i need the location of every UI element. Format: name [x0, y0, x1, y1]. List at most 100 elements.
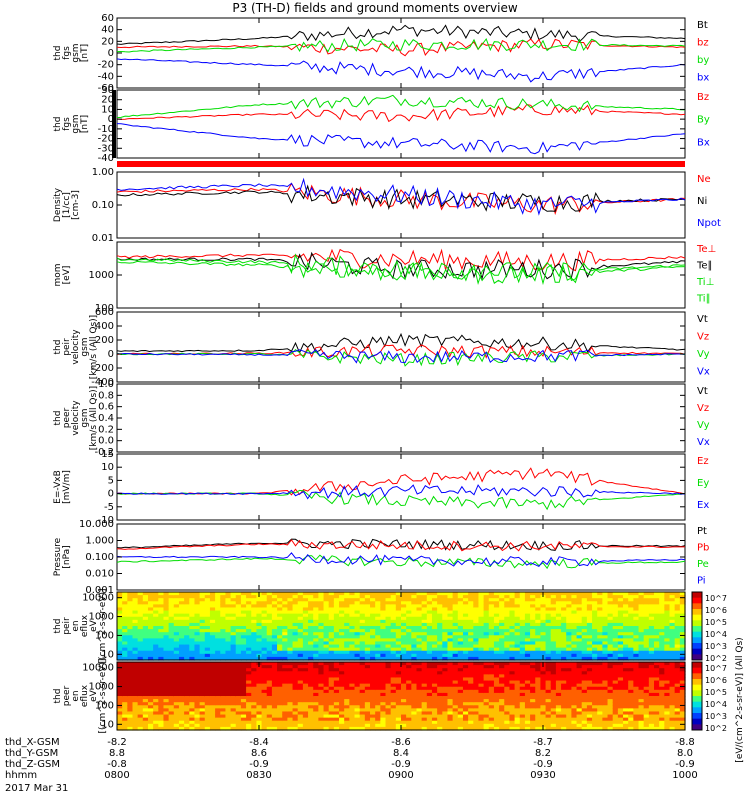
spectrogram-cell — [442, 702, 449, 706]
spectrogram-cell — [395, 692, 402, 697]
spectrogram-cell — [323, 665, 330, 669]
spectrogram-cell — [168, 613, 175, 618]
spectrogram-cell — [178, 629, 185, 633]
spectrogram-cell — [550, 604, 557, 609]
spectrogram-cell — [173, 622, 180, 627]
spectrogram-cell — [473, 647, 480, 652]
spectrogram-cell — [514, 683, 521, 688]
spectrogram-cell — [370, 696, 376, 700]
spectrogram-cell — [153, 723, 159, 728]
spectrogram-cell — [302, 665, 309, 669]
spectrogram-cell — [173, 714, 180, 719]
spectrogram-cell — [184, 696, 190, 700]
spectrogram-cell — [344, 650, 350, 655]
spectrogram-cell — [648, 601, 655, 605]
spectrogram-cell — [442, 674, 449, 679]
spectrogram-cell — [478, 622, 485, 627]
spectrogram-cell — [416, 641, 423, 646]
spectrogram-cell — [571, 613, 578, 618]
spectrogram-cell — [194, 601, 201, 605]
spectrogram-cell — [483, 674, 490, 679]
spectrogram-cell — [488, 668, 495, 672]
spectrogram-cell — [199, 702, 206, 706]
spectrogram-cell — [292, 656, 299, 661]
spectrogram-cell — [473, 677, 480, 682]
spectrogram-cell — [209, 641, 216, 646]
spectrogram-cell — [514, 692, 521, 697]
spectrogram-cell — [209, 592, 216, 596]
spectrogram-cell — [659, 604, 665, 609]
spectrogram-cell — [550, 656, 557, 661]
spectrogram-cell — [602, 699, 609, 703]
spectrogram-cell — [545, 604, 552, 609]
spectrogram-cell — [452, 622, 459, 627]
spectrogram-cell — [184, 662, 190, 666]
spectrogram-cell — [220, 622, 227, 627]
spectrogram-cell — [235, 656, 242, 661]
spectrogram-cell — [127, 653, 134, 658]
spectrogram-cell — [333, 677, 340, 682]
spectrogram-cell — [349, 619, 356, 624]
spectrogram-cell — [271, 717, 278, 722]
spectrogram-cell — [225, 689, 232, 694]
spectrogram-cell — [370, 641, 376, 646]
spectrogram-cell — [540, 650, 547, 655]
spectrogram-cell — [313, 592, 319, 596]
spectrogram-cell — [215, 696, 221, 700]
spectrogram-cell — [209, 632, 216, 636]
spectrogram-cell — [240, 635, 247, 639]
spectrogram-cell — [504, 616, 511, 621]
spectrogram-cell — [240, 622, 247, 627]
spectrogram-cell — [514, 622, 521, 627]
spectrogram-cell — [137, 650, 144, 655]
spectrogram-cell — [302, 601, 309, 605]
spectrogram-cell — [204, 702, 211, 706]
spectrogram-cell — [240, 674, 247, 679]
spectrogram-cell — [488, 720, 495, 725]
spectrogram-cell — [493, 680, 500, 685]
spectrogram-cell — [225, 644, 232, 649]
spectrogram-cell — [519, 683, 526, 688]
spectrogram-cell — [323, 656, 330, 661]
spectrogram-cell — [333, 662, 340, 666]
spectrogram-cell — [297, 656, 304, 661]
spectrogram-cell — [462, 629, 469, 633]
spectrogram-cell — [220, 717, 227, 722]
spectrogram-cell — [184, 671, 190, 675]
spectrogram-cell — [473, 680, 480, 685]
spectrogram-cell — [204, 607, 211, 612]
spectrogram-cell — [566, 632, 572, 636]
spectrogram-cell — [442, 647, 449, 652]
spectrogram-cell — [617, 705, 624, 709]
spectrogram-cell — [566, 708, 572, 713]
spectrogram-cell — [674, 622, 681, 627]
spectrogram-cell — [344, 598, 350, 602]
spectrogram-cell — [401, 610, 407, 615]
spectrogram-cell — [597, 714, 603, 719]
spectrogram-cell — [375, 595, 381, 599]
spectrogram-cell — [354, 677, 361, 682]
spectrogram-cell — [375, 641, 381, 646]
spectrogram-cell — [581, 674, 588, 679]
spectrogram-cell — [117, 689, 123, 694]
spectrogram-cell — [669, 626, 676, 630]
spectrogram-cell — [225, 696, 232, 700]
spectrogram-cell — [318, 616, 325, 621]
spectrogram-cell — [163, 619, 170, 624]
spectrogram-cell — [457, 708, 464, 713]
spectrogram-cell — [240, 598, 247, 602]
spectrogram-cell — [354, 619, 361, 624]
spectrogram-cell — [189, 595, 196, 599]
spectrogram-cell — [364, 626, 371, 630]
spectrogram-cell — [416, 626, 423, 630]
spectrogram-cell — [540, 720, 547, 725]
spectrogram-cell — [602, 650, 609, 655]
spectrogram-cell — [271, 653, 278, 658]
spectrogram-cell — [364, 595, 371, 599]
y-tick-label: 10 — [101, 649, 114, 660]
spectrogram-cell — [530, 686, 536, 691]
spectrogram-cell — [323, 674, 330, 679]
spectrogram-cell — [349, 632, 356, 636]
spectrogram-cell — [168, 632, 175, 636]
spectrogram-cell — [137, 711, 144, 716]
